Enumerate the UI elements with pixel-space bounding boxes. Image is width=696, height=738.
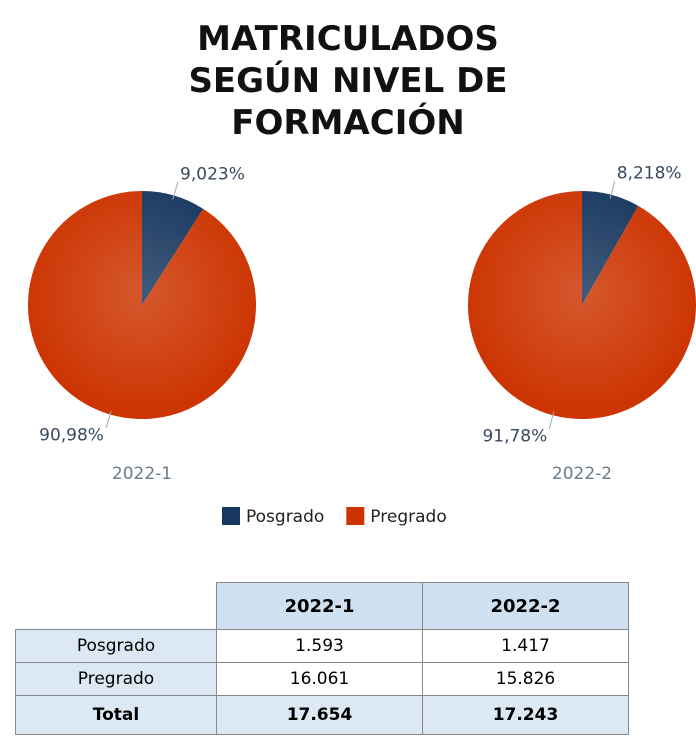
cell: 17.654	[216, 695, 423, 735]
data-table: 2022-1 2022-2 Posgrado 1.593 1.417 Pregr…	[15, 582, 629, 735]
data-label: 91,78%	[482, 426, 547, 446]
cell: 1.417	[422, 629, 629, 663]
cell: 15.826	[422, 662, 629, 696]
data-label: 8,218%	[617, 164, 682, 184]
col-header: 2022-2	[422, 582, 629, 630]
legend-swatch	[222, 507, 240, 525]
legend-label: Posgrado	[246, 507, 324, 527]
data-label: 90,98%	[39, 426, 104, 446]
data-label: 9,023%	[180, 164, 245, 184]
row-label: Pregrado	[15, 662, 217, 696]
row-label: Total	[15, 695, 217, 735]
charts: 9,023% 90,98% 2022-1 8,218% 91,78%2022-2 Posg…	[28, 164, 696, 527]
blank	[16, 583, 217, 630]
row-label: Posgrado	[15, 629, 217, 663]
title: MATRICULADOS SEGÚN NIVEL DE FORMACIÓN	[188, 19, 508, 143]
cell: 1.593	[216, 629, 423, 663]
pie-subtitle: 2022-2	[552, 464, 612, 484]
cell: 17.243	[422, 695, 629, 735]
legend-swatch	[346, 507, 365, 525]
legend-label: Pregrado	[370, 507, 446, 527]
pie-subtitle: 2022-1	[112, 464, 172, 484]
cell: 16.061	[216, 662, 423, 696]
col-header: 2022-1	[216, 582, 423, 630]
